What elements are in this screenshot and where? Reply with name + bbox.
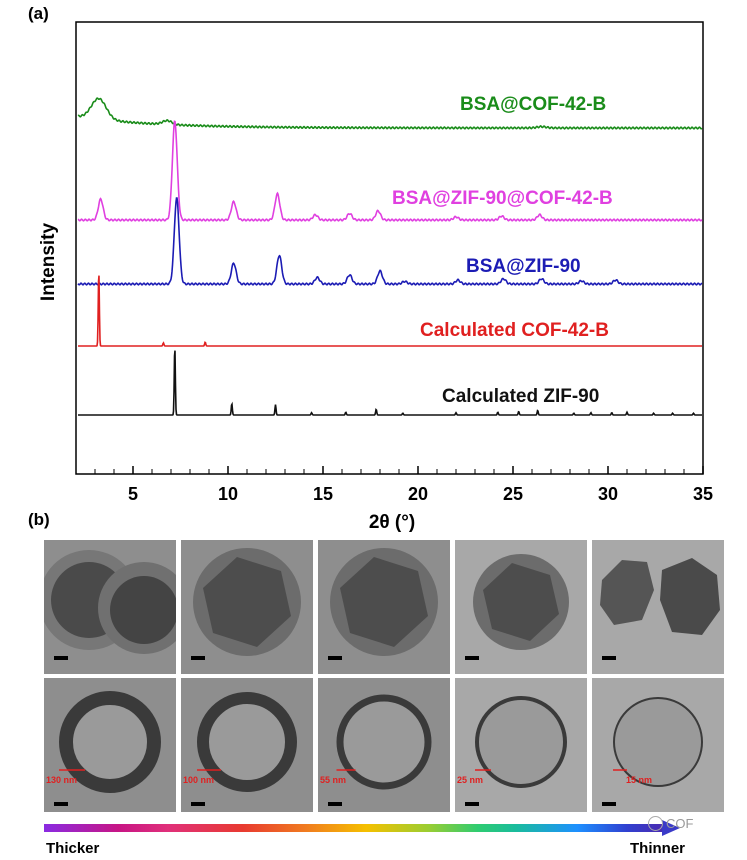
x-tick-label: 30 <box>598 484 618 504</box>
shell-thickness-label: 100 nm <box>183 775 215 785</box>
scale-bar <box>602 802 616 806</box>
tem-image-bottom: 100 nm <box>181 678 313 812</box>
plot-frame <box>75 21 704 475</box>
tem-image-bottom: 130 nm <box>44 678 176 812</box>
series-label: Calculated ZIF-90 <box>442 386 599 407</box>
series-line <box>78 275 702 347</box>
series-label: BSA@ZIF-90@COF-42-B <box>392 188 613 209</box>
y-axis-label: Intensity <box>38 223 59 302</box>
shell-thickness-label: 130 nm <box>46 775 78 785</box>
series-label: BSA@ZIF-90 <box>466 256 581 277</box>
tem-micrograph <box>318 540 450 674</box>
scale-bar <box>191 656 205 660</box>
tem-image-bottom: 55 nm <box>318 678 450 812</box>
tem-image-top <box>455 540 587 674</box>
scale-bar <box>602 656 616 660</box>
x-tick-label: 25 <box>503 484 523 504</box>
thinner-label: Thinner <box>630 840 685 857</box>
wechat-icon <box>648 816 663 831</box>
tem-micrograph <box>592 540 724 674</box>
series-labels: BSA@COF-42-B BSA@ZIF-90@COF-42-B BSA@ZIF-9… <box>392 94 613 407</box>
scale-bar <box>465 802 479 806</box>
tem-micrograph <box>44 540 176 674</box>
tem-image-grid: 130 nm 100 nm 55 nm 25 nm <box>44 540 724 822</box>
tem-micrograph <box>455 540 587 674</box>
scale-bar <box>328 802 342 806</box>
tem-image-top <box>44 540 176 674</box>
x-ticks: 5 10 15 20 25 30 35 <box>94 466 713 504</box>
series-layer <box>77 97 703 416</box>
x-tick-label: 20 <box>408 484 428 504</box>
tem-micrograph <box>44 678 176 812</box>
series-line <box>77 120 703 222</box>
series-label: Calculated COF-42-B <box>420 320 609 341</box>
tem-image-bottom: 15 nm <box>592 678 724 812</box>
watermark-text: COF <box>666 816 694 831</box>
shell-thickness-label: 55 nm <box>320 775 347 785</box>
tem-image-top <box>318 540 450 674</box>
series-line <box>77 97 703 130</box>
x-tick-label: 10 <box>218 484 238 504</box>
x-axis-label: 2θ (°) <box>369 512 415 533</box>
thicker-label: Thicker <box>46 840 100 857</box>
x-tick-label: 5 <box>128 484 138 504</box>
scale-bar <box>465 656 479 660</box>
panel-a-label: (a) <box>28 4 49 23</box>
xrd-chart: 5 10 15 20 25 30 35 BSA@COF-42-B BSA@ZIF-90@COF… <box>38 21 713 533</box>
shell-thickness-label: 15 nm <box>626 775 653 785</box>
shell-thickness-label: 25 nm <box>457 775 484 785</box>
series-line <box>77 197 703 286</box>
tem-micrograph <box>181 540 313 674</box>
scale-bar <box>54 802 68 806</box>
tem-micrograph <box>455 678 587 812</box>
tem-image-bottom: 25 nm <box>455 678 587 812</box>
tem-micrograph <box>181 678 313 812</box>
thickness-gradient-bar <box>44 824 664 832</box>
x-tick-label: 15 <box>313 484 333 504</box>
tem-image-top <box>181 540 313 674</box>
series-label: BSA@COF-42-B <box>460 94 606 115</box>
tem-micrograph <box>318 678 450 812</box>
scale-bar <box>54 656 68 660</box>
scale-bar <box>328 656 342 660</box>
tem-image-top <box>592 540 724 674</box>
x-tick-label: 35 <box>693 484 713 504</box>
panel-b-label: (b) <box>28 510 50 529</box>
gradient-arrow-icon <box>662 820 680 836</box>
tem-micrograph <box>592 678 724 812</box>
scale-bar <box>191 802 205 806</box>
watermark: COF <box>648 816 693 831</box>
series-line <box>78 350 702 416</box>
